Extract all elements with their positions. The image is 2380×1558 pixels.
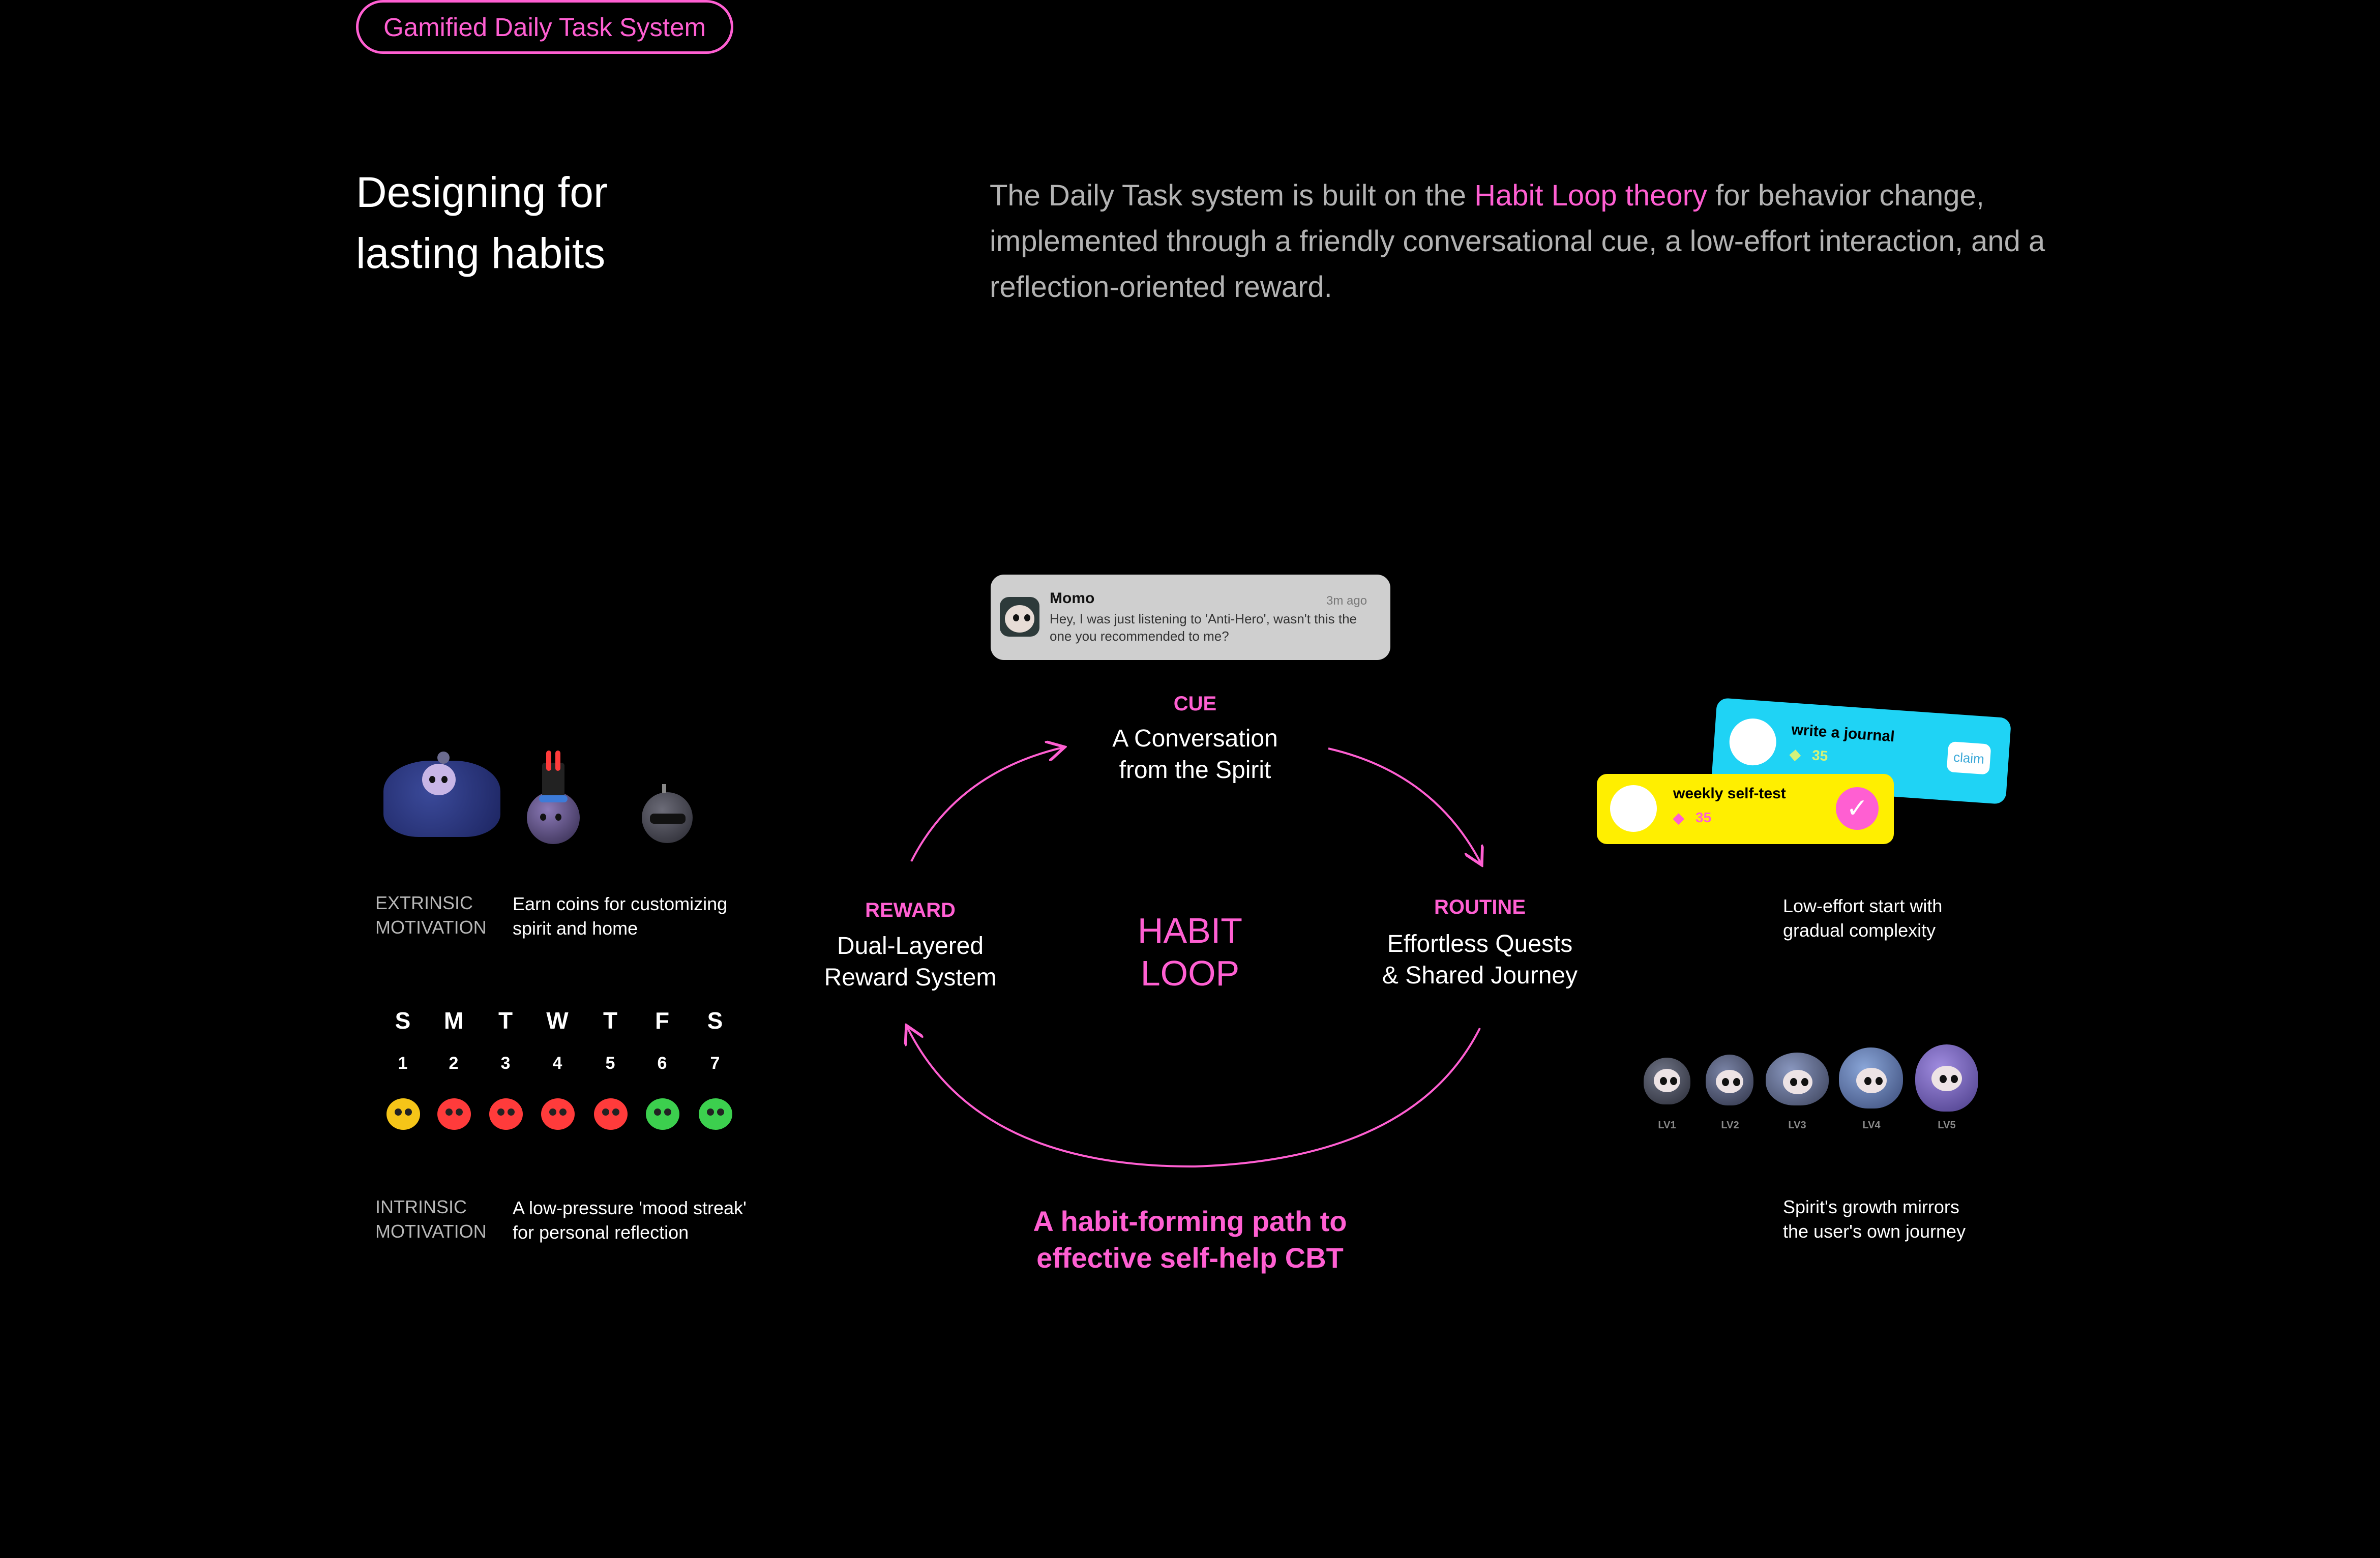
self-test-icon — [1610, 785, 1657, 832]
notification-message: Hey, I was just listening to 'Anti-Hero'… — [1050, 611, 1357, 644]
task-card-journal-reward: 35 — [1811, 747, 1829, 764]
intro-paragraph: The Daily Task system is built on the Ha… — [990, 173, 2047, 310]
claim-button[interactable]: claim — [1946, 741, 1991, 775]
calendar-day-mon: M — [443, 1007, 464, 1034]
cue-line-1: A Conversation — [1112, 725, 1278, 752]
extrinsic-label-line-1: EXTRINSIC — [375, 892, 473, 913]
task-card-self-test-reward: 35 — [1695, 810, 1712, 825]
calendar-day-wed: W — [546, 1007, 569, 1034]
page-title: Designing for lasting habits — [356, 162, 608, 284]
intro-highlight: Habit Loop theory — [1474, 179, 1707, 212]
intrinsic-description: A low-pressure 'mood streak' for persona… — [513, 1196, 747, 1245]
level-label: LV4 — [1862, 1120, 1881, 1131]
intro-text-end: for behavior change, implemented through… — [990, 179, 2045, 304]
intro-text-start: The Daily Task system is built on the — [990, 179, 1475, 212]
gem-icon: ◆ — [1673, 810, 1684, 826]
levels-desc-line-1: Spirit's growth mirrors — [1783, 1196, 1959, 1217]
notification-time: 3m ago — [1326, 594, 1367, 608]
levels-desc-line-2: the user's own journey — [1783, 1221, 1966, 1242]
mood-face-icon — [541, 1098, 575, 1130]
intrinsic-label: INTRINSIC MOTIVATION — [375, 1195, 487, 1244]
level-label: LV5 — [1938, 1120, 1956, 1131]
mood-face-icon — [646, 1098, 679, 1130]
calendar-date-4: 4 — [552, 1054, 562, 1073]
spirit-lv1-icon — [1644, 1058, 1690, 1104]
habit-loop-line-1: HABIT — [1137, 911, 1243, 950]
notification-sender: Momo — [1050, 590, 1095, 607]
level-label: LV1 — [1658, 1120, 1676, 1131]
title-line-2: lasting habits — [356, 229, 606, 277]
level-label: LV3 — [1788, 1120, 1806, 1131]
mood-face-icon — [594, 1098, 628, 1130]
extrinsic-label: EXTRINSIC MOTIVATION — [375, 891, 487, 940]
mood-face-icon — [386, 1098, 420, 1130]
task-card-self-test-title: weekly self-test — [1673, 785, 1786, 802]
task-card-journal-title: write a journal — [1791, 721, 1895, 745]
spirit-lv2-icon — [1706, 1055, 1753, 1105]
spirit-notification[interactable]: Momo 3m ago Hey, I was just listening to… — [991, 575, 1390, 660]
levels-description: Spirit's growth mirrors the user's own j… — [1783, 1195, 1966, 1244]
arrow-reward-to-cue — [910, 747, 1063, 862]
spirit-level-progression: LV1 LV2 LV3 LV4 LV5 — [1641, 1042, 1997, 1139]
check-icon[interactable]: ✓ — [1836, 787, 1879, 830]
tasks-description: Low-effort start with gradual complexity — [1783, 894, 1942, 943]
task-card-self-test[interactable]: weekly self-test ◆ 35 ✓ — [1597, 774, 1894, 844]
calendar-date-7: 7 — [710, 1054, 720, 1073]
cue-label: CUE — [1173, 693, 1217, 715]
extrinsic-spirits-illustration — [376, 742, 693, 854]
reward-description: Dual-Layered Reward System — [783, 931, 1037, 994]
extrinsic-description: Earn coins for customizing spirit and ho… — [513, 892, 727, 941]
section-tag: Gamified Daily Task System — [356, 0, 733, 54]
cue-line-2: from the Spirit — [1119, 757, 1271, 784]
calendar-date-1: 1 — [398, 1054, 408, 1073]
calendar-date-2: 2 — [449, 1054, 459, 1073]
extrinsic-desc-line-1: Earn coins for customizing — [513, 893, 728, 914]
tagline-line-1: A habit-forming path to — [1033, 1205, 1347, 1237]
mood-face-icon — [489, 1098, 523, 1130]
tasks-desc-line-1: Low-effort start with — [1783, 895, 1943, 916]
cue-description: A Conversation from the Spirit — [1068, 723, 1322, 786]
spirit-lv5-icon — [1915, 1044, 1978, 1112]
arrow-routine-to-reward — [907, 1027, 1481, 1168]
habit-loop-title: HABIT LOOP — [1088, 909, 1292, 995]
extrinsic-label-line-2: MOTIVATION — [375, 917, 487, 938]
reward-line-1: Dual-Layered — [837, 933, 984, 960]
habit-loop-line-2: LOOP — [1140, 953, 1240, 993]
calendar-day-fri: F — [654, 1007, 670, 1034]
reward-label: REWARD — [865, 899, 956, 921]
arrow-cue-to-routine — [1328, 747, 1481, 863]
title-line-1: Designing for — [356, 168, 608, 216]
routine-line-1: Effortless Quests — [1387, 931, 1573, 957]
intrinsic-desc-line-1: A low-pressure 'mood streak' — [513, 1197, 747, 1218]
intrinsic-label-line-1: INTRINSIC — [375, 1196, 467, 1217]
calendar-date-3: 3 — [500, 1054, 511, 1073]
spirit-lv4-icon — [1839, 1047, 1903, 1108]
gem-icon: ◆ — [1789, 746, 1801, 763]
spirit-avatar — [1000, 597, 1039, 637]
intrinsic-label-line-2: MOTIVATION — [375, 1221, 487, 1242]
calendar-date-5: 5 — [605, 1054, 615, 1073]
journal-icon — [1728, 716, 1778, 767]
reward-line-2: Reward System — [824, 964, 997, 991]
mood-face-icon — [699, 1098, 732, 1130]
calendar-day-thu: T — [603, 1007, 618, 1034]
mood-face-icon — [437, 1098, 471, 1130]
calendar-day-sat: S — [707, 1007, 723, 1034]
routine-line-2: & Shared Journey — [1382, 962, 1578, 989]
tagline: A habit-forming path to effective self-h… — [966, 1203, 1414, 1276]
extrinsic-desc-line-2: spirit and home — [513, 918, 638, 939]
calendar-day-tue: T — [498, 1007, 513, 1034]
routine-description: Effortless Quests & Shared Journey — [1343, 928, 1617, 992]
intrinsic-desc-line-2: for personal reflection — [513, 1222, 689, 1243]
spirit-lv3-icon — [1766, 1053, 1829, 1105]
calendar-date-6: 6 — [657, 1054, 667, 1073]
tasks-desc-line-2: gradual complexity — [1783, 920, 1936, 941]
mood-calendar: S M T W T F S 1 2 3 4 5 6 7 — [382, 1007, 738, 1139]
calendar-day-sun: S — [395, 1007, 411, 1034]
routine-label: ROUTINE — [1434, 896, 1526, 918]
tagline-line-2: effective self-help CBT — [1036, 1242, 1344, 1274]
level-label: LV2 — [1721, 1120, 1739, 1131]
section-tag-label: Gamified Daily Task System — [383, 12, 706, 42]
